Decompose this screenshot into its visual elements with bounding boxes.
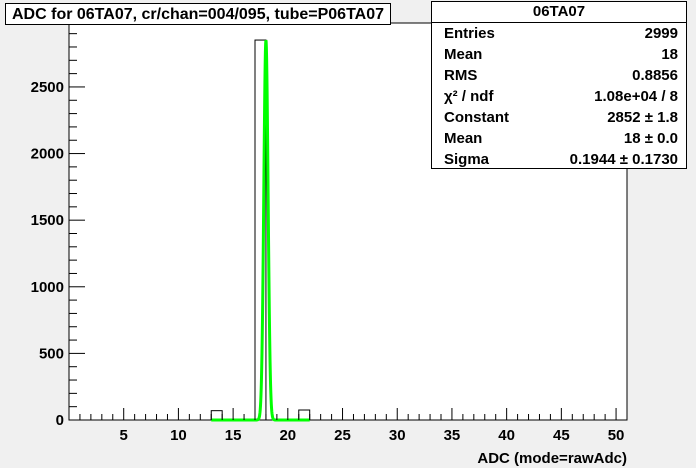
stats-row: Entries 2999: [432, 23, 686, 44]
x-tick-label: 10: [170, 427, 187, 444]
x-tick-label: 50: [608, 427, 625, 444]
stats-key: Constant: [444, 109, 509, 126]
stats-key: RMS: [444, 67, 478, 84]
y-tick-label: 1500: [31, 212, 64, 229]
x-tick-label: 25: [334, 427, 351, 444]
stats-row: Mean 18 ± 0.0: [432, 128, 686, 149]
stats-row: Sigma 0.1944 ± 0.1730: [432, 149, 686, 170]
stats-value: 18 ± 0.0: [623, 130, 678, 147]
x-tick-label: 15: [225, 427, 242, 444]
stats-value: 2999: [644, 25, 678, 42]
y-tick-label: 0: [56, 412, 64, 429]
x-axis-label: ADC (mode=rawAdc): [477, 450, 627, 467]
stats-key: Mean: [444, 130, 483, 147]
stats-key: Entries: [444, 25, 495, 42]
x-tick-label: 5: [120, 427, 128, 444]
stats-value: 1.08e+04 / 8: [594, 88, 678, 105]
stats-key: Mean: [444, 46, 483, 63]
x-tick-label: 30: [389, 427, 406, 444]
x-tick-label: 45: [553, 427, 570, 444]
stats-row: χ² / ndf 1.08e+04 / 8: [432, 86, 686, 107]
stats-name: 06TA07: [432, 2, 686, 23]
x-tick-label: 35: [444, 427, 461, 444]
y-tick-label: 2500: [31, 79, 64, 96]
stats-row: RMS 0.8856: [432, 65, 686, 86]
histogram-title: ADC for 06TA07, cr/chan=004/095, tube=P0…: [5, 3, 392, 25]
stats-row: Mean 18: [432, 44, 686, 65]
gaussian-fit-curve: [211, 39, 310, 422]
stats-box: 06TA07 Entries 2999 Mean 18 RMS 0.8856 χ² / nd…: [431, 1, 687, 169]
x-tick-label: 20: [279, 427, 296, 444]
stats-value: 2852 ± 1.8: [607, 109, 678, 126]
y-tick-label: 2000: [31, 146, 64, 163]
stats-key: Sigma: [444, 151, 490, 168]
stats-row: Constant 2852 ± 1.8: [432, 107, 686, 128]
x-tick-label: 40: [498, 427, 515, 444]
y-tick-label: 1000: [31, 279, 64, 296]
stats-key: χ² / ndf: [444, 88, 494, 105]
stats-value: 0.1944 ± 0.1730: [569, 151, 678, 168]
histogram-bin: [254, 39, 267, 421]
y-tick-label: 500: [39, 345, 64, 362]
stats-value: 0.8856: [632, 67, 678, 84]
stats-value: 18: [661, 46, 678, 63]
